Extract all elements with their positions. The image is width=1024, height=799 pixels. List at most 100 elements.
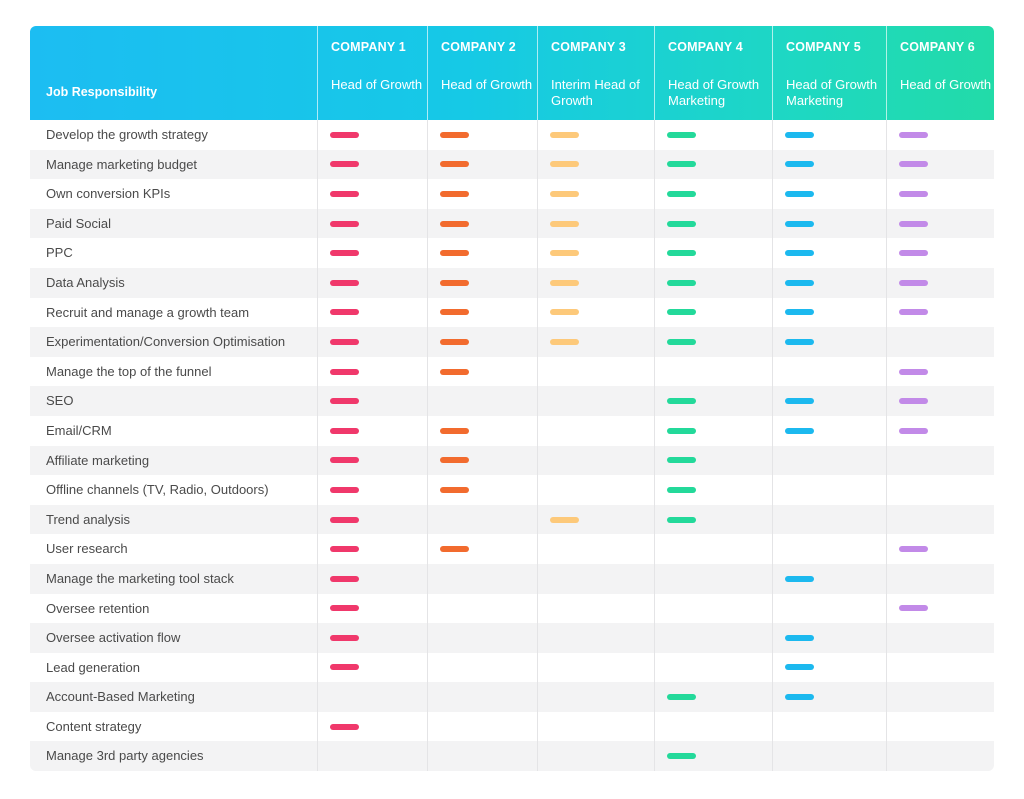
column-divider [772,475,773,505]
company-name: COMPANY 4 [668,40,743,54]
company-name: COMPANY 1 [331,40,406,54]
column-divider [772,149,773,180]
column-divider [427,386,428,416]
column-divider [886,475,887,505]
responsibility-marker-company-6 [899,190,928,197]
responsibility-marker-company-4 [667,753,696,760]
responsibility-label: Data Analysis [46,274,125,290]
company-4-header: COMPANY 4 Head of Growth Marketing [654,26,772,120]
column-divider [427,623,428,653]
column-divider [537,504,538,535]
table-row: Oversee activation flow [30,623,994,653]
responsibility-marker-company-4 [667,398,696,405]
responsibility-marker-company-1 [330,279,359,286]
column-divider [654,208,655,239]
responsibility-marker-company-3 [550,131,579,138]
column-divider [654,445,655,476]
column-divider [772,741,773,772]
responsibility-label: Affiliate marketing [46,452,150,468]
responsibility-label: Own conversion KPIs [46,186,171,202]
column-divider [772,652,773,683]
column-divider [317,120,318,150]
company-role-title: Head of Growth Marketing [668,77,760,108]
responsibility-marker-company-5 [785,279,814,286]
column-divider [537,534,538,564]
column-divider [317,711,318,742]
responsibility-marker-company-5 [785,634,814,641]
table-row: Recruit and manage a growth team [30,297,994,328]
column-divider [886,415,887,446]
responsibility-label: Offline channels (TV, Radio, Outdoors) [46,482,269,498]
column-divider [537,208,538,239]
column-divider [317,534,318,564]
column-divider [772,445,773,476]
column-divider [427,593,428,624]
company-1-header: COMPANY 1 Head of Growth [317,26,427,120]
responsibility-marker-company-1 [330,546,359,553]
column-divider [317,208,318,239]
column-divider [317,475,318,505]
responsibility-marker-company-5 [785,309,814,316]
column-divider [772,120,773,150]
responsibility-marker-company-1 [330,338,359,345]
column-divider [537,741,538,772]
column-divider [537,149,538,180]
column-divider [886,445,887,476]
column-divider [886,267,887,298]
table-row: Manage the top of the funnel [30,356,994,387]
column-divider [537,711,538,742]
responsibility-marker-company-6 [899,309,928,316]
column-divider [427,504,428,535]
column-divider [886,386,887,416]
column-divider [427,149,428,180]
column-divider [427,297,428,328]
column-divider [317,563,318,594]
table-header: Job Responsibility COMPANY 1 Head of Grow… [30,26,994,120]
table-row: Manage 3rd party agencies [30,741,994,772]
company-role-title: Head of Growth Marketing [786,77,878,108]
responsibility-marker-company-5 [785,220,814,227]
column-divider [537,267,538,298]
responsibility-table: Job Responsibility COMPANY 1 Head of Grow… [30,26,994,772]
responsibility-marker-company-2 [440,190,469,197]
responsibility-marker-company-1 [330,575,359,582]
responsibility-marker-company-4 [667,250,696,257]
responsibility-label: Manage 3rd party agencies [46,748,204,764]
column-divider [317,741,318,772]
responsibility-marker-company-6 [899,250,928,257]
column-divider [654,120,655,150]
column-divider [654,238,655,268]
responsibility-label: Trend analysis [46,511,131,527]
column-divider [537,297,538,328]
column-divider [427,208,428,239]
table-row: Manage marketing budget [30,149,994,180]
responsibility-marker-company-5 [785,575,814,582]
responsibility-marker-company-1 [330,605,359,612]
table-row: Own conversion KPIs [30,179,994,209]
responsibility-marker-company-4 [667,131,696,138]
responsibility-marker-company-2 [440,250,469,257]
responsibility-marker-company-6 [899,368,928,375]
company-name: COMPANY 5 [786,40,861,54]
responsibility-marker-company-2 [440,427,469,434]
company-name: COMPANY 3 [551,40,626,54]
table-row: Manage the marketing tool stack [30,563,994,594]
company-2-header: COMPANY 2 Head of Growth [427,26,537,120]
responsibility-marker-company-5 [785,161,814,168]
responsibility-marker-company-4 [667,516,696,523]
responsibility-marker-company-6 [899,546,928,553]
column-divider [427,238,428,268]
column-divider [427,267,428,298]
table-row: Develop the growth strategy [30,120,994,150]
column-divider [427,475,428,505]
column-divider [317,149,318,180]
responsibility-marker-company-1 [330,427,359,434]
responsibility-marker-company-2 [440,546,469,553]
column-divider [537,327,538,357]
column-divider [537,623,538,653]
column-divider [886,297,887,328]
table-row: Data Analysis [30,267,994,298]
column-divider [537,356,538,387]
column-divider [886,652,887,683]
column-divider [772,415,773,446]
